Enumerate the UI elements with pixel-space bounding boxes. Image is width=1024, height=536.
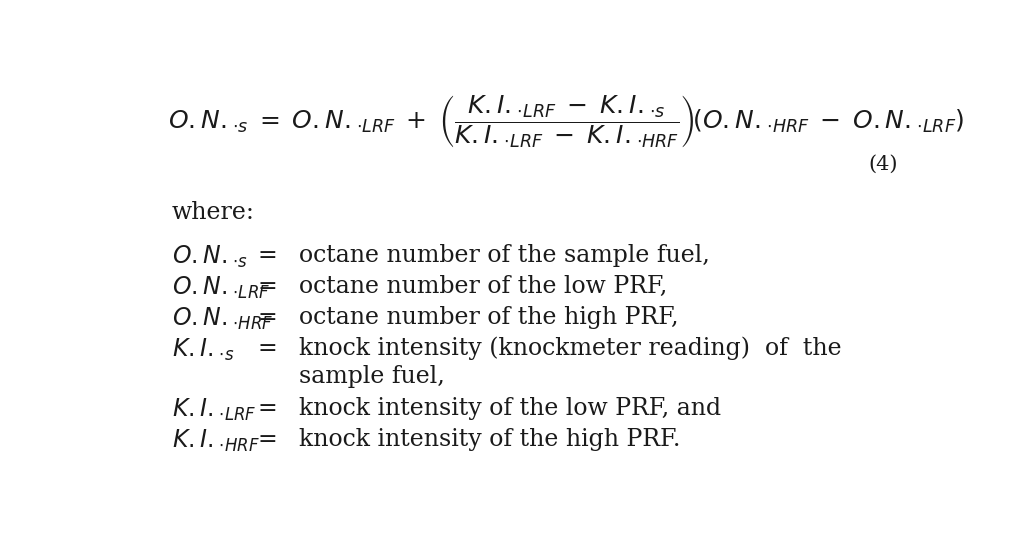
Text: $\mathit{K.I.}_{\mathit{\cdot HRF}}$: $\mathit{K.I.}_{\mathit{\cdot HRF}}$ [172, 428, 259, 453]
Text: sample fuel,: sample fuel, [299, 365, 444, 388]
Text: =: = [257, 275, 276, 298]
Text: octane number of the high PRF,: octane number of the high PRF, [299, 306, 678, 329]
Text: knock intensity of the high PRF.: knock intensity of the high PRF. [299, 428, 680, 451]
Text: $\mathit{O.N.}_{\mathit{\cdot s}}$: $\mathit{O.N.}_{\mathit{\cdot s}}$ [172, 244, 248, 270]
Text: $\mathit{K.I.}_{\mathit{\cdot s}}$: $\mathit{K.I.}_{\mathit{\cdot s}}$ [172, 337, 234, 363]
Text: =: = [257, 244, 276, 267]
Text: =: = [257, 397, 276, 420]
Text: knock intensity of the low PRF, and: knock intensity of the low PRF, and [299, 397, 721, 420]
Text: =: = [257, 337, 276, 360]
Text: knock intensity (knockmeter reading)  of  the: knock intensity (knockmeter reading) of … [299, 337, 842, 360]
Text: (4): (4) [868, 155, 898, 174]
Text: octane number of the sample fuel,: octane number of the sample fuel, [299, 244, 710, 267]
Text: $\mathit{O.N.}_{\mathit{\cdot HRF}}$: $\mathit{O.N.}_{\mathit{\cdot HRF}}$ [172, 306, 273, 332]
Text: =: = [257, 306, 276, 329]
Text: $\mathit{K.I.}_{\mathit{\cdot LRF}}$: $\mathit{K.I.}_{\mathit{\cdot LRF}}$ [172, 397, 256, 423]
Text: =: = [257, 428, 276, 451]
Text: octane number of the low PRF,: octane number of the low PRF, [299, 275, 667, 298]
Text: $\mathit{O.N.}_{\mathit{\cdot s}}$$\;=\;\mathit{O.N.}_{\mathit{\cdot LRF}}$$\;+\: $\mathit{O.N.}_{\mathit{\cdot s}}$$\;=\;… [168, 93, 965, 150]
Text: where:: where: [172, 200, 255, 224]
Text: $\mathit{O.N.}_{\mathit{\cdot LRF}}$: $\mathit{O.N.}_{\mathit{\cdot LRF}}$ [172, 275, 270, 301]
